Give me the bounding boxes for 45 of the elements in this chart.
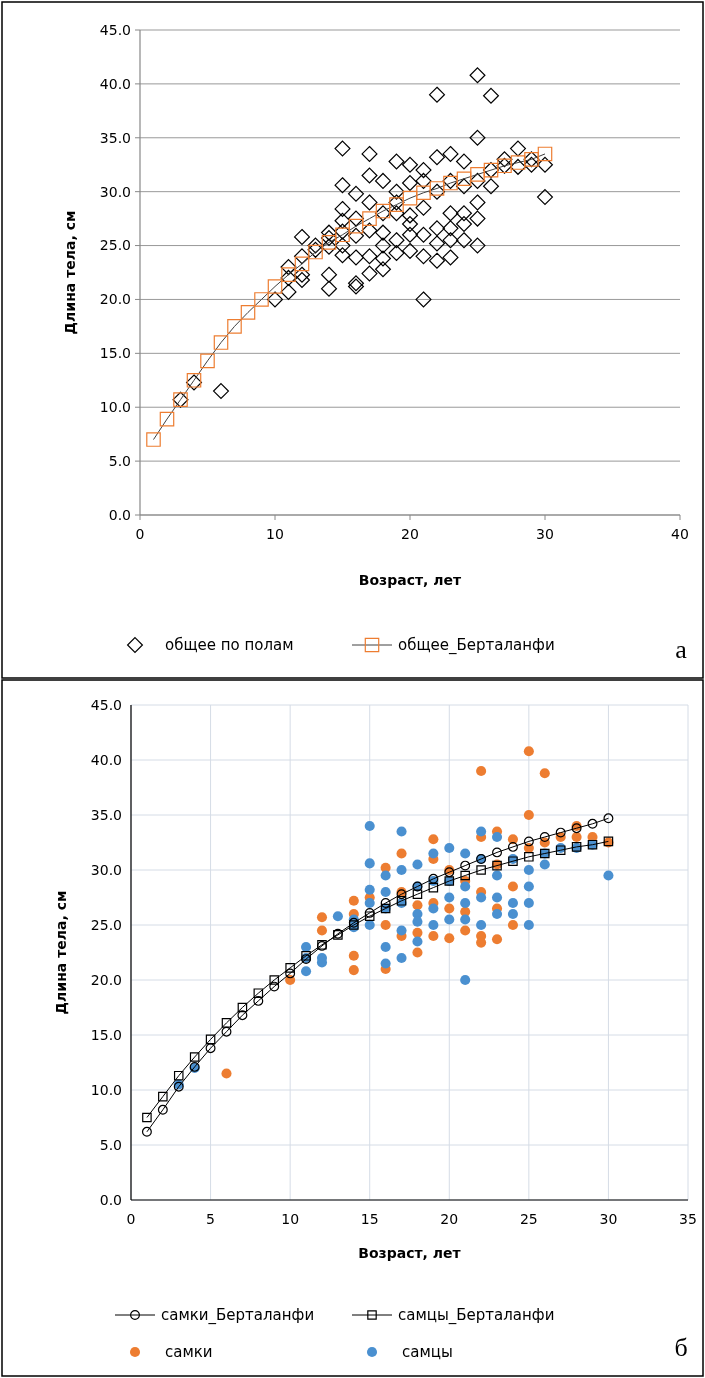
- y-tick-label: 15.0: [90, 1026, 122, 1043]
- legend-label: самки: [165, 1343, 213, 1362]
- y-tick-label: 40.0: [90, 751, 122, 768]
- y-tick-label: 0.0: [99, 1191, 122, 1208]
- x-tick-label: 0: [126, 1211, 136, 1227]
- y-tick-label: 15.0: [99, 345, 131, 362]
- x-tick-label: 35: [679, 1211, 697, 1227]
- y-tick-label: 40.0: [99, 75, 131, 92]
- x-tick-label: 25: [519, 1211, 538, 1227]
- y-tick-label: 35.0: [99, 129, 131, 146]
- y-tick-label: 25.0: [90, 916, 122, 933]
- y-tick-label: 30.0: [99, 183, 131, 200]
- x-tick-label: 30: [536, 526, 554, 542]
- x-axis-title: Возраст, лет: [358, 1245, 462, 1261]
- legend-label: общее_Берталанфи: [398, 636, 555, 656]
- x-tick-label: 5: [206, 1211, 216, 1227]
- y-tick-label: 0.0: [108, 506, 131, 523]
- text: б: [674, 1333, 688, 1362]
- y-tick-label: 30.0: [90, 861, 122, 878]
- legend-label: общее по полам: [165, 636, 294, 655]
- y-tick-label: 5.0: [108, 453, 131, 470]
- y-tick-label: 20.0: [99, 291, 131, 308]
- legend-label: самцы_Берталанфи: [398, 1306, 555, 1326]
- x-tick-label: 20: [440, 1211, 459, 1227]
- y-tick-label: 20.0: [90, 971, 122, 988]
- x-tick-label: 10: [281, 1211, 300, 1227]
- x-tick-label: 0: [135, 526, 145, 542]
- legend-label: самки_Берталанфи: [161, 1306, 315, 1326]
- y-tick-label: 35.0: [90, 806, 122, 823]
- x-tick-label: 40: [671, 526, 689, 542]
- text: а: [675, 635, 688, 664]
- x-tick-label: 20: [401, 526, 419, 542]
- x-tick-label: 15: [360, 1211, 379, 1227]
- y-axis-title: Длина тела, см: [53, 890, 69, 1015]
- x-tick-label: 10: [266, 526, 284, 542]
- x-axis-title: Возраст, лет: [358, 572, 463, 588]
- legend-label: самцы: [402, 1343, 453, 1362]
- x-tick-label: 30: [599, 1211, 618, 1227]
- y-tick-label: 45.0: [90, 696, 122, 713]
- y-tick-label: 10.0: [90, 1081, 122, 1098]
- y-tick-label: 10.0: [99, 399, 131, 416]
- y-tick-label: 25.0: [99, 237, 131, 254]
- y-tick-label: 45.0: [99, 21, 131, 38]
- y-tick-label: 5.0: [99, 1136, 122, 1153]
- y-axis-title: Длина тела, см: [62, 210, 78, 335]
